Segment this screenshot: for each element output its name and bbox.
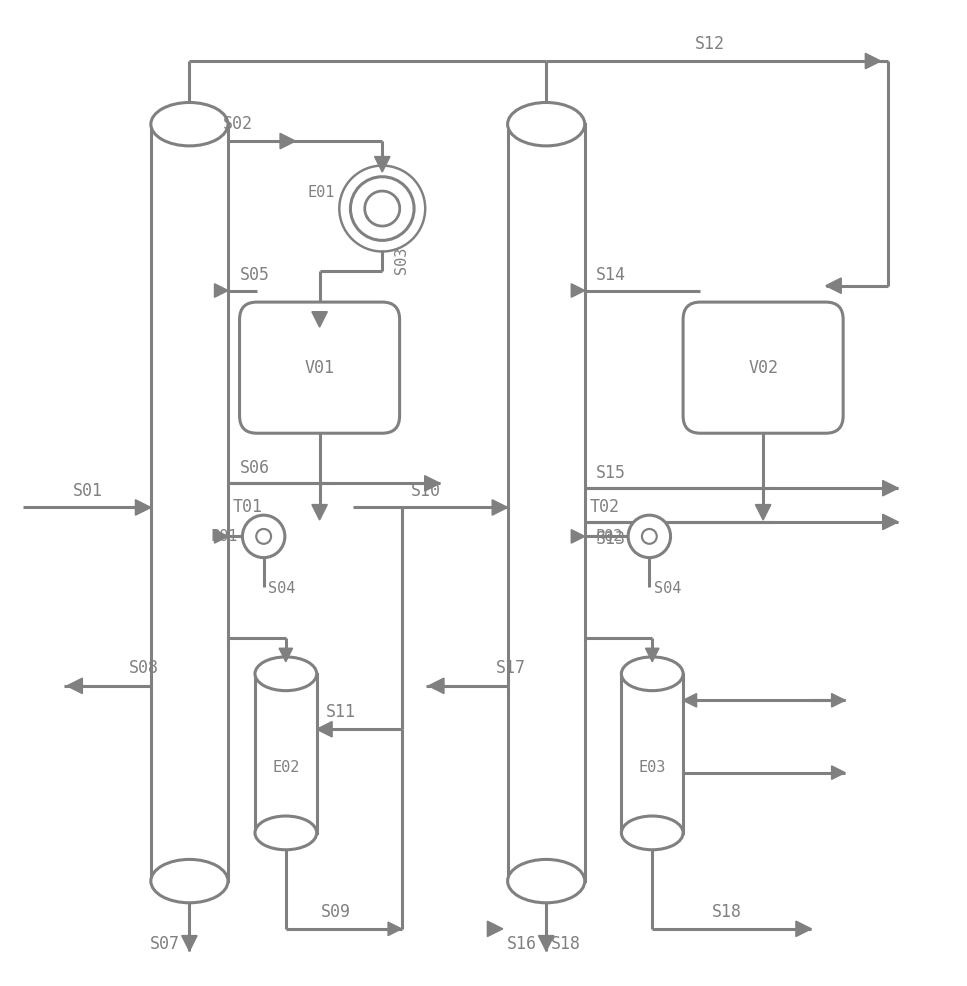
- Text: S13: S13: [597, 530, 627, 548]
- Polygon shape: [865, 53, 881, 69]
- Text: S02: S02: [222, 114, 252, 133]
- Text: S18: S18: [712, 903, 742, 922]
- FancyBboxPatch shape: [683, 302, 843, 433]
- Text: S08: S08: [129, 660, 160, 677]
- Polygon shape: [883, 515, 898, 529]
- Polygon shape: [374, 157, 390, 172]
- Polygon shape: [883, 480, 898, 496]
- Text: E02: E02: [272, 760, 300, 775]
- Polygon shape: [755, 505, 771, 520]
- Polygon shape: [539, 936, 554, 951]
- Text: S05: S05: [240, 266, 270, 284]
- Text: S04: S04: [269, 581, 296, 596]
- Text: S03: S03: [394, 246, 409, 274]
- Bar: [622, 673, 683, 833]
- Text: S15: S15: [597, 463, 627, 482]
- Polygon shape: [683, 693, 696, 707]
- FancyBboxPatch shape: [240, 302, 399, 433]
- Polygon shape: [135, 500, 151, 515]
- Text: T01: T01: [233, 499, 263, 517]
- Text: E01: E01: [308, 185, 335, 200]
- Polygon shape: [571, 284, 585, 297]
- Text: S12: S12: [695, 35, 725, 52]
- Ellipse shape: [622, 657, 683, 690]
- Polygon shape: [67, 678, 82, 693]
- Polygon shape: [796, 921, 811, 937]
- Circle shape: [350, 176, 414, 241]
- Text: S04: S04: [654, 581, 682, 596]
- Polygon shape: [388, 922, 401, 936]
- Circle shape: [243, 515, 285, 558]
- Ellipse shape: [151, 860, 228, 903]
- Text: S17: S17: [495, 660, 525, 677]
- Bar: [151, 124, 228, 881]
- Bar: [255, 673, 316, 833]
- Bar: [508, 124, 585, 881]
- Polygon shape: [428, 678, 444, 693]
- Polygon shape: [571, 529, 585, 543]
- Polygon shape: [280, 133, 296, 149]
- Text: V02: V02: [748, 359, 778, 377]
- Polygon shape: [215, 529, 228, 543]
- Text: S14: S14: [597, 266, 627, 284]
- Polygon shape: [279, 648, 293, 662]
- Polygon shape: [832, 693, 845, 707]
- Polygon shape: [826, 278, 841, 294]
- Polygon shape: [316, 722, 332, 737]
- Polygon shape: [312, 505, 327, 520]
- Ellipse shape: [255, 657, 316, 690]
- Text: T02: T02: [590, 499, 620, 517]
- Polygon shape: [215, 284, 228, 297]
- Text: E03: E03: [638, 760, 666, 775]
- Circle shape: [256, 528, 271, 544]
- Polygon shape: [832, 766, 845, 779]
- Circle shape: [642, 528, 657, 544]
- Text: V01: V01: [305, 359, 335, 377]
- Ellipse shape: [255, 816, 316, 850]
- Polygon shape: [425, 475, 440, 491]
- Text: P01: P01: [210, 528, 238, 544]
- Ellipse shape: [508, 860, 585, 903]
- Text: S10: S10: [411, 482, 441, 500]
- Polygon shape: [646, 648, 659, 662]
- Text: S09: S09: [321, 903, 351, 922]
- Polygon shape: [487, 921, 503, 937]
- Polygon shape: [492, 500, 508, 515]
- Polygon shape: [312, 312, 327, 327]
- Text: S07: S07: [150, 936, 180, 953]
- Ellipse shape: [508, 103, 585, 146]
- Text: S06: S06: [240, 458, 270, 477]
- Text: P02: P02: [596, 528, 624, 544]
- Text: S18: S18: [551, 936, 581, 953]
- Ellipse shape: [151, 103, 228, 146]
- Text: S16: S16: [507, 936, 537, 953]
- Ellipse shape: [622, 816, 683, 850]
- Text: S01: S01: [73, 482, 103, 500]
- Circle shape: [629, 515, 670, 558]
- Polygon shape: [182, 936, 197, 951]
- Text: S11: S11: [326, 703, 356, 721]
